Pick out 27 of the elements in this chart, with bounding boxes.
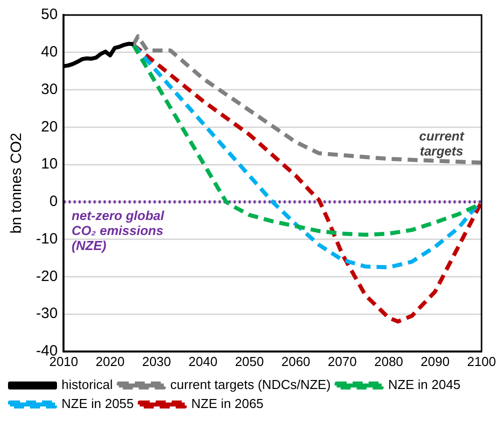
legend-label: NZE in 2055 xyxy=(62,396,134,412)
y-tick-label: -10 xyxy=(36,230,58,248)
y-tick-label: 30 xyxy=(40,80,58,98)
y-tick-label: -20 xyxy=(36,268,58,285)
x-tick-label: 2100 xyxy=(467,354,496,369)
x-tick-label: 2080 xyxy=(374,354,404,369)
y-tick-label: 20 xyxy=(40,118,58,136)
y-tick-label: 0 xyxy=(49,193,58,210)
legend-label: NZE in 2045 xyxy=(388,377,460,392)
y-tick-label: 50 xyxy=(40,6,58,24)
y-tick-label: 10 xyxy=(40,156,58,173)
ref-line-label: net-zero global CO₂ emissions (NZE) xyxy=(72,208,165,253)
y-tick-label: 40 xyxy=(40,44,58,61)
x-tick-label: 2040 xyxy=(188,354,218,369)
x-tick-label: 2090 xyxy=(420,354,450,369)
x-tick-label: 2060 xyxy=(281,354,310,369)
line-series xyxy=(131,34,482,165)
x-tick-label: 2030 xyxy=(142,354,171,369)
annotation: current targets xyxy=(419,128,465,159)
x-tick-label: 2020 xyxy=(96,354,125,369)
legend-label: NZE in 2065 xyxy=(191,396,264,412)
x-tick-label: 2070 xyxy=(328,354,357,369)
y-axis-title: bn tonnes CO2 xyxy=(8,132,26,234)
legend-label: historical xyxy=(62,377,113,392)
y-tick-label: -30 xyxy=(36,305,58,322)
legend-label: current targets (NDCs/NZE) xyxy=(170,377,331,392)
x-tick-label: 2050 xyxy=(234,354,264,369)
